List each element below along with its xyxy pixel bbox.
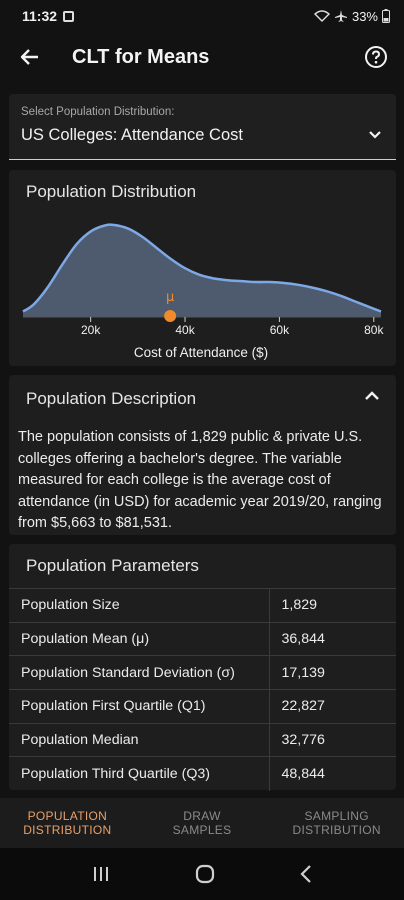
distribution-curve <box>22 223 382 313</box>
param-value: 1,829 <box>268 588 396 623</box>
param-label: Population Third Quartile (Q3) <box>9 756 269 791</box>
param-value: 32,776 <box>268 722 396 757</box>
status-bar: 11:32 33% <box>0 0 404 32</box>
x-axis-ticks: 20k 40k 60k 80k <box>81 317 384 337</box>
table-row: Population Mean (μ) 36,844 <box>9 621 396 656</box>
population-description-text: The population consists of 1,829 public … <box>18 429 382 531</box>
tab-population-distribution[interactable]: POPULATION DISTRIBUTION <box>0 798 135 848</box>
tab-label-line2: DISTRIBUTION <box>292 823 381 837</box>
param-value: 22,827 <box>268 689 396 724</box>
arrow-left-icon <box>20 49 38 65</box>
param-label: Population First Quartile (Q1) <box>9 689 269 724</box>
help-circle-icon <box>365 46 387 68</box>
collapse-description-button[interactable] <box>364 389 380 407</box>
table-row: Population Standard Deviation (σ) 17,139 <box>9 655 396 690</box>
param-label: Population Size <box>9 588 269 623</box>
x-tick-label: 80k <box>364 323 384 337</box>
chevron-up-icon <box>365 391 379 400</box>
population-distribution-title: Population Distribution <box>26 182 197 201</box>
param-value: 48,844 <box>268 756 396 791</box>
x-tick-label: 20k <box>81 323 101 337</box>
population-parameters-card: Population Parameters Population Size 1,8… <box>9 544 396 791</box>
population-select[interactable]: Select Population Distribution: US Colle… <box>9 94 396 160</box>
population-description-title: Population Description <box>26 389 197 408</box>
battery-percent: 33% <box>351 8 378 24</box>
back-button[interactable] <box>16 43 44 71</box>
wifi-icon <box>313 10 330 22</box>
system-nav-bar <box>0 848 404 900</box>
chevron-down-icon <box>369 131 381 139</box>
recent-apps-button[interactable] <box>91 865 111 883</box>
tab-label-line2: DISTRIBUTION <box>23 823 112 837</box>
page-title: CLT for Means <box>72 45 210 68</box>
table-row: Population Size 1,829 <box>9 588 396 623</box>
bottom-nav: POPULATION DISTRIBUTION DRAW SAMPLES SAM… <box>0 798 404 848</box>
airplane-icon <box>334 10 347 22</box>
notification-icon <box>63 10 75 22</box>
tab-label-line1: SAMPLING <box>304 809 369 823</box>
status-time: 11:32 <box>22 8 58 24</box>
x-tick-label: 60k <box>270 323 290 337</box>
x-tick-label: 40k <box>175 323 195 337</box>
mean-label: μ <box>166 290 174 305</box>
home-button[interactable] <box>194 863 216 885</box>
tab-label-line1: DRAW <box>183 809 221 823</box>
parameters-table: Population Size 1,829 Population Mean (μ)… <box>9 588 396 791</box>
param-label: Population Standard Deviation (σ) <box>9 655 269 690</box>
tab-sampling-distribution[interactable]: SAMPLING DISTRIBUTION <box>269 798 404 848</box>
population-distribution-card: Population Distribution 20k 40k 60k 80k μ C… <box>9 170 396 366</box>
table-row: Population Third Quartile (Q3) 48,844 <box>9 756 396 791</box>
mean-marker <box>164 310 177 322</box>
population-select-value: US Colleges: Attendance Cost <box>21 126 243 144</box>
param-label: Population Mean (μ) <box>9 621 269 656</box>
table-row: Population Median 32,776 <box>9 722 396 757</box>
population-description-card: Population Description The population co… <box>9 375 396 535</box>
x-axis-label: Cost of Attendance ($) <box>134 345 268 360</box>
tab-label-line2: SAMPLES <box>172 823 232 837</box>
tab-label-line1: POPULATION <box>27 809 108 823</box>
param-value: 36,844 <box>268 621 396 656</box>
distribution-chart: 20k 40k 60k 80k μ Cost of Attendance ($) <box>22 223 384 360</box>
app-bar: CLT for Means <box>0 32 404 82</box>
tab-draw-samples[interactable]: DRAW SAMPLES <box>135 798 270 848</box>
population-select-label: Select Population Distribution: <box>21 106 175 118</box>
param-label: Population Median <box>9 722 269 757</box>
distribution-area <box>23 224 381 317</box>
param-value: 17,139 <box>268 655 396 690</box>
help-button[interactable] <box>362 43 390 71</box>
battery-icon <box>382 9 390 23</box>
table-row: Population First Quartile (Q1) 22,827 <box>9 689 396 724</box>
status-icons: 33% <box>313 8 390 24</box>
system-back-button[interactable] <box>299 864 313 884</box>
population-parameters-title: Population Parameters <box>26 556 199 575</box>
